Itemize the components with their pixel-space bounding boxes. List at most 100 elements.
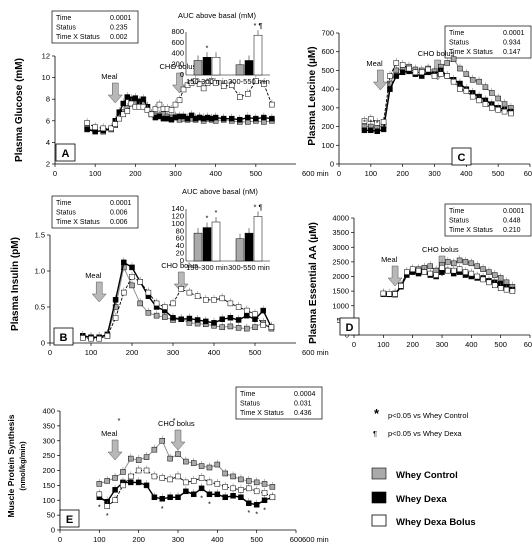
data-point [129, 264, 135, 271]
x-tick-label: 400 [209, 169, 222, 178]
y-axis-label: Plasma Insulin (pM) [10, 237, 21, 331]
x-tick-label: 600 [524, 340, 532, 349]
data-point [415, 267, 422, 274]
data-point [128, 100, 135, 107]
data-point [368, 127, 374, 134]
data-point [462, 269, 469, 275]
x-tick-label: 0 [48, 348, 52, 357]
data-point [260, 322, 266, 328]
data-point [180, 86, 187, 93]
data-point [489, 90, 495, 96]
stats-value: 0.436 [294, 410, 312, 417]
y-tick-label: 0 [41, 339, 45, 348]
data-point [361, 118, 368, 124]
data-point [200, 85, 207, 92]
data-point [237, 94, 243, 100]
data-point [260, 307, 266, 314]
legend-para-text: p<0.05 vs Whey Dexa [388, 429, 462, 438]
inset-y-tick-label: 40 [176, 241, 184, 250]
x-tick-label: 200 [129, 169, 142, 178]
data-point [167, 476, 173, 483]
data-point [84, 126, 90, 133]
inset-group-label: 300-550 min [228, 263, 270, 272]
data-point [198, 463, 205, 469]
data-point [206, 491, 213, 498]
data-point [374, 128, 380, 134]
x-tick-label: 200 [132, 535, 145, 544]
stats-label: Status [56, 25, 76, 32]
stats-label: Time [449, 208, 464, 215]
meal-label: Meal [366, 59, 383, 68]
data-point [245, 91, 251, 97]
inset-bar [193, 60, 203, 76]
data-point [219, 324, 225, 330]
data-point [253, 488, 260, 495]
data-point [398, 283, 404, 289]
inset-y-tick-label: 400 [171, 49, 184, 58]
legend-label-whey-control: Whey Control [396, 470, 458, 481]
legend-swatch-whey-dexa [371, 491, 387, 504]
data-point [244, 325, 250, 332]
data-point [393, 73, 400, 79]
data-point [387, 86, 393, 92]
data-point [128, 479, 134, 486]
data-point [145, 310, 152, 316]
x-tick-label: 100 [93, 535, 106, 544]
cho-bolus-label: CHO bolus [158, 419, 195, 428]
data-point [230, 473, 236, 480]
stats-label: Time X Status [240, 410, 284, 417]
y-tick-label: 4000 [332, 214, 349, 223]
data-point [120, 100, 127, 107]
data-point [211, 320, 217, 326]
data-point [235, 304, 242, 310]
data-point [433, 272, 439, 278]
meal-arrow [91, 281, 107, 303]
data-point [482, 84, 489, 91]
data-point [112, 487, 118, 493]
panel-e: 0 50 100 150 200 250 300 350 400 0 100 200 300 400 500… [6, 386, 329, 544]
inset-bar [244, 232, 254, 262]
data-point [399, 62, 406, 68]
data-point [244, 312, 250, 319]
data-point [100, 125, 106, 132]
x-tick-label: 400 [211, 535, 224, 544]
y-tick-label: 6 [46, 116, 50, 125]
inset-y-tick-label: 140 [171, 204, 184, 213]
x-tick-label: 600 [524, 169, 532, 178]
data-point [399, 69, 406, 76]
stats-label: Status [449, 40, 469, 47]
data-point [135, 479, 142, 486]
x-tick-label: 100 [365, 169, 378, 178]
data-point [480, 276, 486, 283]
significance-mark: * [106, 511, 109, 520]
data-point [120, 482, 126, 489]
data-point [457, 86, 463, 92]
panel-b: 00.51.01.50 100 200 300 400 500 600 minPlasma … [10, 187, 329, 357]
meal-arrow [372, 69, 388, 91]
meal-label: Meal [101, 429, 118, 438]
data-point [188, 112, 195, 119]
y-tick-label: 2 [46, 160, 50, 169]
meal-arrow [107, 439, 123, 461]
data-point [492, 282, 498, 289]
data-point [206, 464, 213, 471]
data-point [84, 120, 90, 126]
data-point [108, 125, 114, 132]
data-point [222, 484, 228, 490]
data-point [237, 116, 243, 123]
stats-value: 0.0001 [110, 15, 132, 22]
data-point [140, 104, 147, 110]
stats-label: Time [56, 200, 71, 207]
data-point [116, 115, 123, 122]
x-tick-label: 200 [396, 169, 409, 178]
data-point [132, 95, 139, 101]
significance-mark: * [118, 416, 121, 425]
data-point [228, 82, 235, 88]
inset-bar [235, 238, 245, 262]
stats-label: Time [56, 15, 71, 22]
y-axis-label: Plasma Glucose (mM) [14, 58, 25, 162]
data-point [183, 488, 189, 495]
stats-value: 0.0001 [503, 30, 525, 37]
y-tick-label: 250 [42, 451, 55, 460]
data-point [444, 73, 450, 79]
